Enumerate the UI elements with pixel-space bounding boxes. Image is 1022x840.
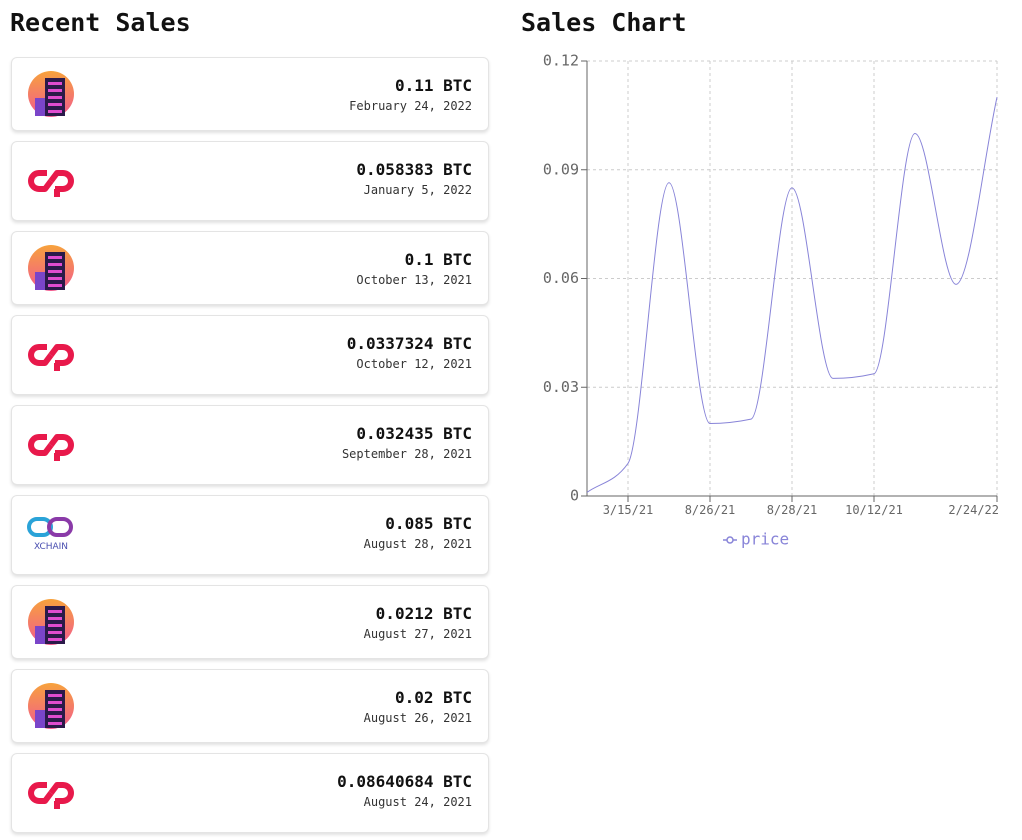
date: October 13, 2021 xyxy=(356,273,472,287)
y-tick-label: 0.03 xyxy=(543,378,579,396)
icon xyxy=(27,244,75,292)
amount: 0.11 BTC xyxy=(394,76,472,95)
sale-card[interactable]: 0.0212 BTC August 27, 2021 xyxy=(11,585,489,659)
y-tick-label: 0 xyxy=(570,487,579,505)
x-tick-label: 10/12/21 xyxy=(845,503,903,517)
icon xyxy=(27,769,75,817)
date: August 27, 2021 xyxy=(363,627,472,641)
x-tick-label: 3/15/21 xyxy=(603,503,654,517)
x-tick-label: 8/28/21 xyxy=(767,503,818,517)
date: January 5, 2022 xyxy=(363,183,472,197)
sale-card[interactable]: 0.0337324 BTC October 12, 2021 xyxy=(11,315,489,395)
sale-card[interactable]: 0.032435 BTC September 28, 2021 xyxy=(11,405,489,485)
amount: 0.1 BTC xyxy=(404,250,472,269)
date: September 28, 2021 xyxy=(341,447,472,461)
section-title: Recent Sales xyxy=(10,8,191,37)
x-tick-label: 2/24/22 xyxy=(948,503,999,517)
icon xyxy=(27,331,75,379)
icon xyxy=(27,421,75,469)
sales-chart: 0 0.03 0.06 0.09 0.12 3/15/21 8/26/21 8/28/21 10… xyxy=(543,52,999,549)
sale-card[interactable]: 0.058383 BTC January 5, 2022 xyxy=(11,141,489,221)
y-tick-label: 0.12 xyxy=(543,52,579,70)
y-tick-label: 0.06 xyxy=(543,269,579,287)
date: August 28, 2021 xyxy=(363,537,472,551)
price-line xyxy=(586,97,998,493)
amount: 0.02 BTC xyxy=(394,688,472,707)
date: August 26, 2021 xyxy=(363,711,472,725)
icon xyxy=(27,682,75,730)
icon xyxy=(27,157,75,205)
x-tick-label: 8/26/21 xyxy=(685,503,736,517)
amount: 0.08640684 BTC xyxy=(337,772,472,791)
icon xyxy=(27,598,75,646)
amount: 0.058383 BTC xyxy=(356,160,472,179)
amount: 0.0212 BTC xyxy=(375,604,472,623)
sale-card[interactable]: 0.08640684 BTC August 24, 2021 xyxy=(11,753,489,833)
date: October 12, 2021 xyxy=(356,357,472,371)
amount: 0.085 BTC xyxy=(385,514,472,533)
icon: XCHAIN xyxy=(27,517,73,552)
sale-card[interactable]: XCHAIN 0.085 BTC August 28, 2021 xyxy=(11,495,489,575)
sale-card[interactable]: 0.1 BTC October 13, 2021 xyxy=(11,231,489,305)
sale-card[interactable]: 0.11 BTC February 24, 2022 xyxy=(11,57,489,131)
amount: 0.0337324 BTC xyxy=(346,334,472,353)
y-tick-label: 0.09 xyxy=(543,160,579,178)
amount: 0.032435 BTC xyxy=(356,424,472,443)
legend-icon xyxy=(726,536,734,544)
date: February 24, 2022 xyxy=(349,99,472,113)
date: August 24, 2021 xyxy=(363,795,472,809)
icon xyxy=(27,70,75,118)
sale-card[interactable]: 0.02 BTC August 26, 2021 xyxy=(11,669,489,743)
logo-text: XCHAIN xyxy=(34,542,68,552)
legend-label: price xyxy=(741,530,789,549)
section-title: Sales Chart xyxy=(521,8,687,37)
